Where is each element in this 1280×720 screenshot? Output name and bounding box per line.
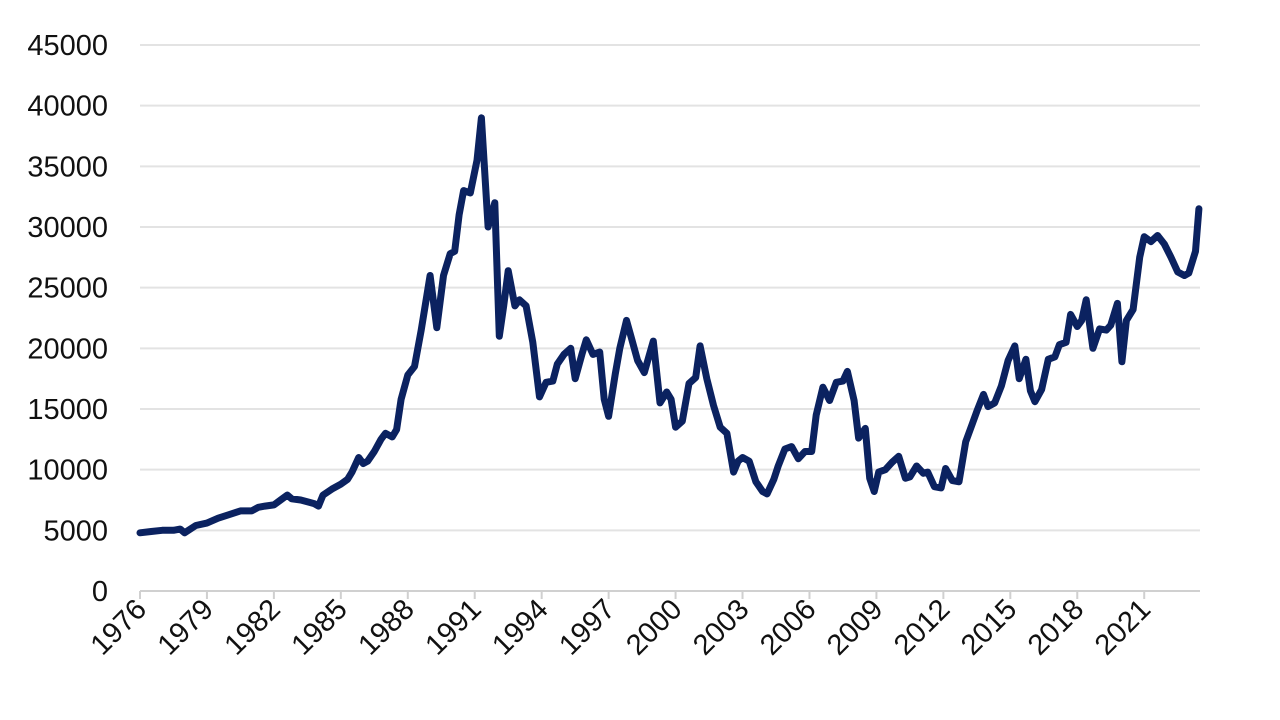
y-axis-tick-labels: 0 5000 10000 15000 20000 25000 30000 35000 40000…: [27, 30, 108, 608]
x-tick-label: 1979: [152, 593, 220, 661]
x-tick-label: 2012: [888, 593, 956, 661]
x-tick-label: 2018: [1022, 593, 1090, 661]
gridlines: [140, 44, 1200, 532]
y-tick-label: 5000: [43, 515, 108, 547]
x-tick-label: 2003: [687, 593, 755, 661]
series-line-0: [136, 114, 1203, 537]
y-tick-label: 45000: [27, 30, 108, 62]
x-tick-label: 1997: [553, 593, 621, 661]
x-tick-label: 2006: [754, 593, 822, 661]
x-axis-tick-labels: 1976197919821985198819911994199720002003…: [85, 593, 1157, 661]
x-tick-label: 1991: [419, 593, 487, 661]
y-tick-label: 35000: [27, 151, 108, 183]
x-tick-label: 2015: [955, 593, 1023, 661]
x-tick-label: 2000: [620, 593, 688, 661]
x-tick-label: 1988: [352, 593, 420, 661]
series-group: [136, 114, 1203, 537]
y-tick-label: 15000: [27, 394, 108, 426]
y-tick-label: 30000: [27, 212, 108, 244]
y-tick-label: 25000: [27, 273, 108, 305]
y-tick-label: 0: [92, 576, 108, 608]
x-axis-ticks: [139, 591, 1146, 599]
x-tick-label: 1982: [219, 593, 287, 661]
y-tick-label: 10000: [27, 455, 108, 487]
y-tick-label: 20000: [27, 333, 108, 365]
x-tick-label: 2021: [1089, 593, 1157, 661]
x-tick-label: 1985: [286, 593, 354, 661]
y-tick-label: 40000: [27, 91, 108, 123]
x-tick-label: 2009: [821, 593, 889, 661]
x-tick-label: 1994: [486, 593, 554, 661]
